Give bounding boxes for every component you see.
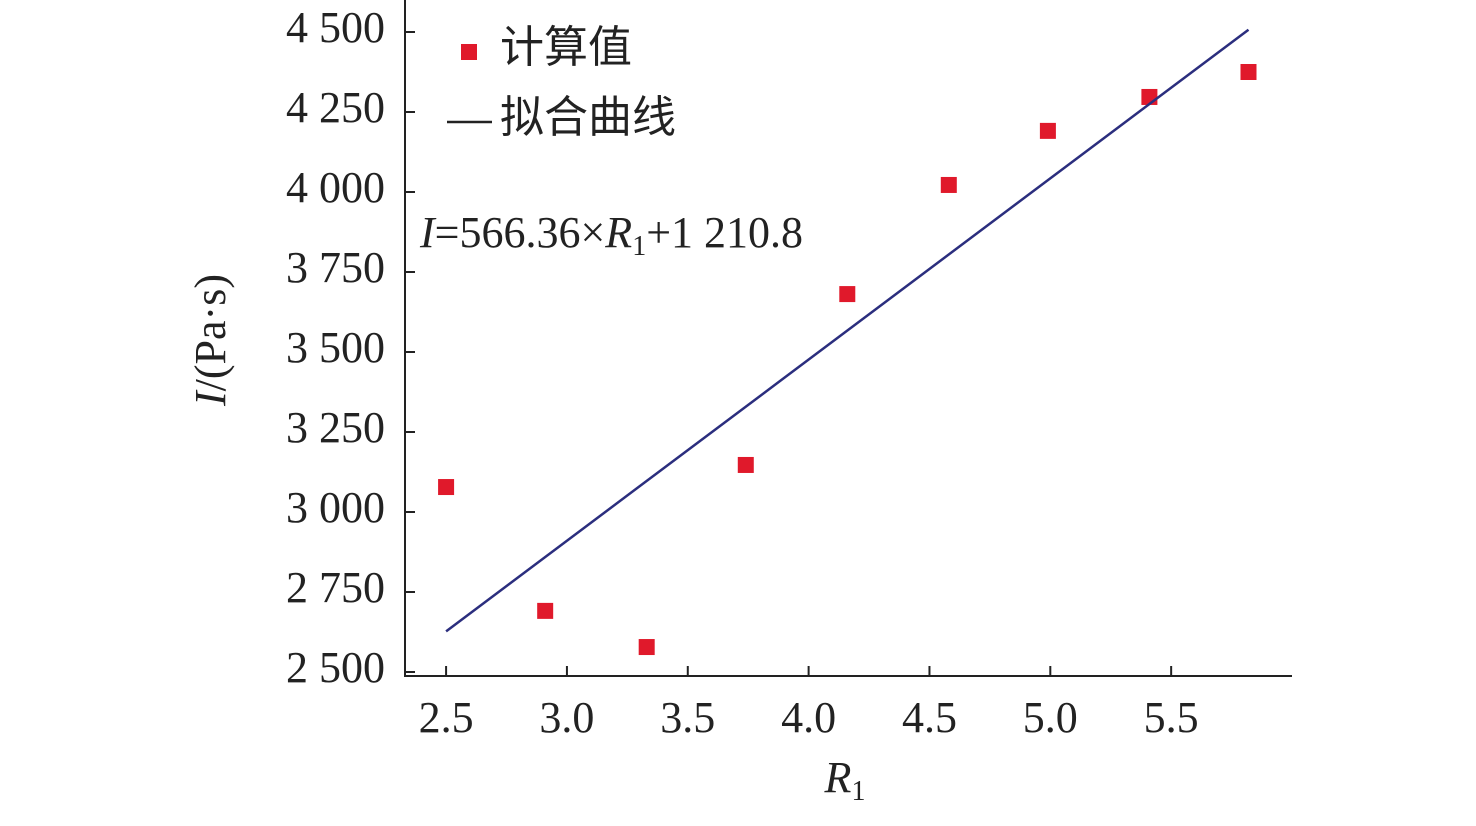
y-tick-label: 3 250 bbox=[286, 403, 385, 452]
x-tick-label: 4.0 bbox=[781, 693, 836, 742]
equation: I=566.36×R1+1 210.8 bbox=[419, 208, 803, 262]
eq-lhs: I bbox=[419, 208, 437, 257]
y-label-unit: /(Pa·s) bbox=[186, 274, 235, 391]
x-label-sub: 1 bbox=[851, 776, 865, 807]
fit-line bbox=[445, 28, 1250, 633]
data-point bbox=[638, 639, 655, 656]
y-tick-label: 3 750 bbox=[286, 243, 385, 292]
y-tick-label: 4 000 bbox=[286, 163, 385, 212]
data-point bbox=[1039, 122, 1056, 139]
data-point bbox=[737, 456, 754, 473]
eq-var: R bbox=[604, 208, 632, 257]
x-tick-label: 4.5 bbox=[902, 693, 957, 742]
data-point bbox=[839, 286, 856, 303]
legend-marker bbox=[461, 44, 477, 60]
y-tick-label: 2 500 bbox=[286, 643, 385, 692]
x-tick-label: 5.0 bbox=[1023, 693, 1078, 742]
y-tick-label: 3 000 bbox=[286, 483, 385, 532]
data-point bbox=[438, 479, 455, 496]
y-label-var: I bbox=[186, 389, 235, 407]
x-tick-label: 3.5 bbox=[660, 693, 715, 742]
y-tick-label: 3 500 bbox=[286, 323, 385, 372]
x-axis-label: R1 bbox=[824, 753, 866, 807]
eq-rest: +1 210.8 bbox=[646, 208, 803, 257]
legend-label: 拟合曲线 bbox=[500, 93, 676, 142]
x-tick-label: 2.5 bbox=[419, 693, 474, 742]
y-tick-label: 4 500 bbox=[286, 3, 385, 52]
y-tick-label: 4 250 bbox=[286, 83, 385, 132]
y-tick-label: 2 750 bbox=[286, 563, 385, 612]
data-point bbox=[537, 602, 554, 619]
eq-sub: 1 bbox=[632, 231, 646, 262]
eq-coef: =566.36× bbox=[435, 208, 606, 257]
x-tick-label: 5.5 bbox=[1144, 693, 1199, 742]
data-point bbox=[1240, 64, 1257, 80]
legend-label: 计算值 bbox=[500, 23, 632, 72]
y-axis-label: I/(Pa·s) bbox=[186, 274, 235, 407]
x-tick-label: 3.0 bbox=[539, 693, 594, 742]
data-point bbox=[940, 176, 957, 193]
x-label-var: R bbox=[824, 753, 852, 802]
